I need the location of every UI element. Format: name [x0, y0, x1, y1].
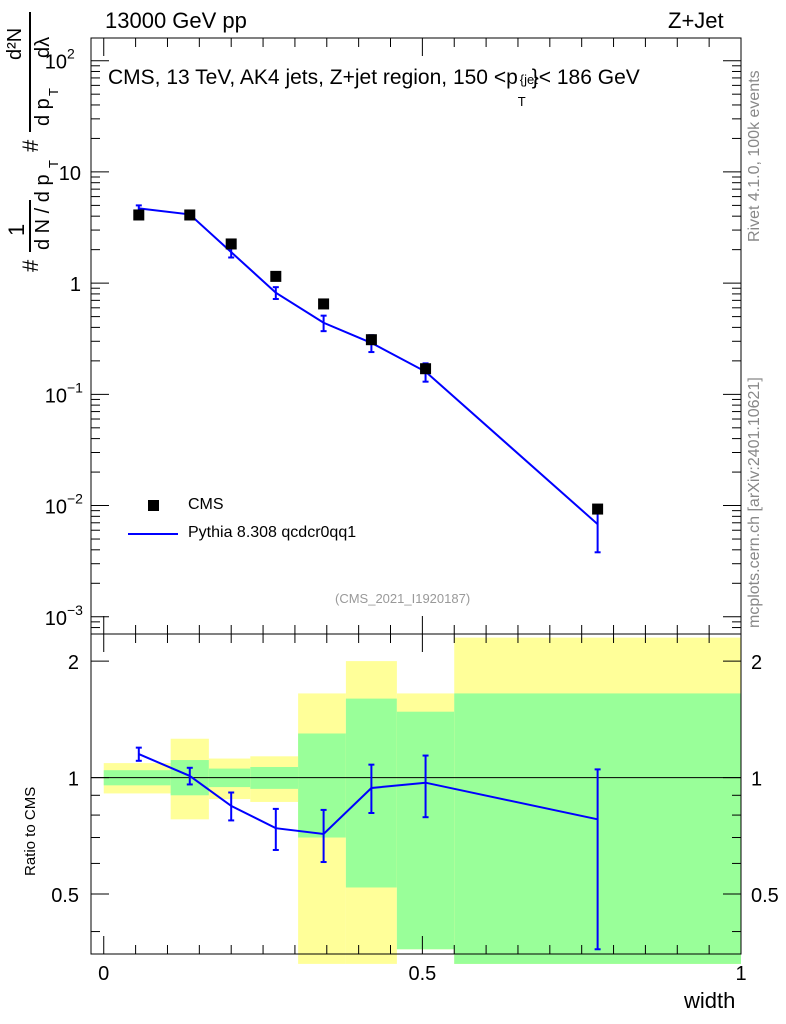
ratio-ytick-label-right: 0.5	[751, 885, 779, 907]
main-ytick-label: 10	[59, 163, 81, 185]
ratio-ytick-label-right: 2	[751, 652, 762, 674]
ratio-ytick-label: 2	[68, 652, 79, 674]
ratio-series	[135, 746, 601, 951]
main-ytick-label-base: 10	[45, 608, 67, 630]
main-ytick-label-base: 10	[45, 497, 67, 519]
main-ytick-label: 10 −3	[45, 602, 83, 630]
ratio-band-green	[396, 711, 455, 950]
main-frame	[90, 37, 742, 635]
ratio-uncertainty-bands	[103, 637, 741, 964]
ratio-ytick-label: 0.5	[51, 885, 79, 907]
main-ytick-label-base: 10	[59, 163, 81, 185]
main-ytick-label-exp: −1	[67, 379, 83, 395]
plot-title-end: }< 186 GeV	[531, 66, 640, 89]
cms-point	[592, 503, 604, 515]
ratio-xtick-label: 1	[735, 963, 746, 985]
main-ytick-label: 10 −2	[45, 491, 83, 519]
legend-pythia-label: Pythia 8.308 qcdcr0qq1	[188, 524, 357, 541]
cms-point	[365, 334, 377, 346]
ratio-frame	[90, 633, 742, 955]
main-ytick-label: 1	[70, 274, 81, 296]
ratio-xtick-label: 0	[98, 963, 109, 985]
pythia-line	[138, 207, 599, 525]
legend-cms-marker	[148, 500, 159, 511]
cms-point	[133, 209, 145, 221]
legend-cms-label: CMS	[188, 496, 224, 513]
main-series	[133, 204, 604, 554]
ratio-axes: 0.5 0.5 1 1 2 2 0 0.5 1	[51, 633, 779, 985]
header-right: Z+Jet	[668, 8, 724, 33]
ratio-ytick-label: 1	[68, 769, 79, 791]
plot-title-text: CMS, 13 TeV, AK4 jets, Z+jet region, 150…	[108, 66, 518, 89]
cms-point	[420, 363, 432, 375]
main-ytick-label-exp: −3	[67, 602, 83, 618]
cms-point	[270, 270, 282, 282]
main-ytick-label-base: 1	[70, 274, 81, 296]
cms-point	[184, 209, 196, 221]
legend: CMS Pythia 8.308 qcdcr0qq1	[128, 494, 408, 550]
plot-title-sub: T	[517, 94, 526, 109]
ratio-band-green	[298, 733, 346, 838]
plot-title-sup: {jet	[519, 72, 538, 87]
plot-title: CMS, 13 TeV, AK4 jets, Z+jet region, 150…	[108, 66, 640, 109]
cms-point	[225, 238, 237, 250]
main-ytick-label: 10 2	[45, 46, 75, 74]
main-ytick-label-base: 10	[45, 52, 67, 74]
main-ytick-label: 10 −1	[45, 379, 83, 407]
cms-point	[318, 298, 330, 310]
x-axis-label: width	[684, 988, 736, 1013]
main-ytick-label-base: 10	[45, 385, 67, 407]
main-ytick-label-exp: −2	[67, 491, 83, 507]
ratio-xtick-label: 0.5	[408, 963, 436, 985]
watermark: (CMS_2021_I1920187)	[335, 591, 471, 606]
ratio-line	[138, 753, 598, 836]
ratio-ytick-label-right: 1	[751, 769, 762, 791]
legend-pythia-line	[128, 533, 178, 535]
header-left: 13000 GeV pp	[105, 8, 247, 33]
main-ytick-label-exp: 2	[67, 46, 75, 62]
